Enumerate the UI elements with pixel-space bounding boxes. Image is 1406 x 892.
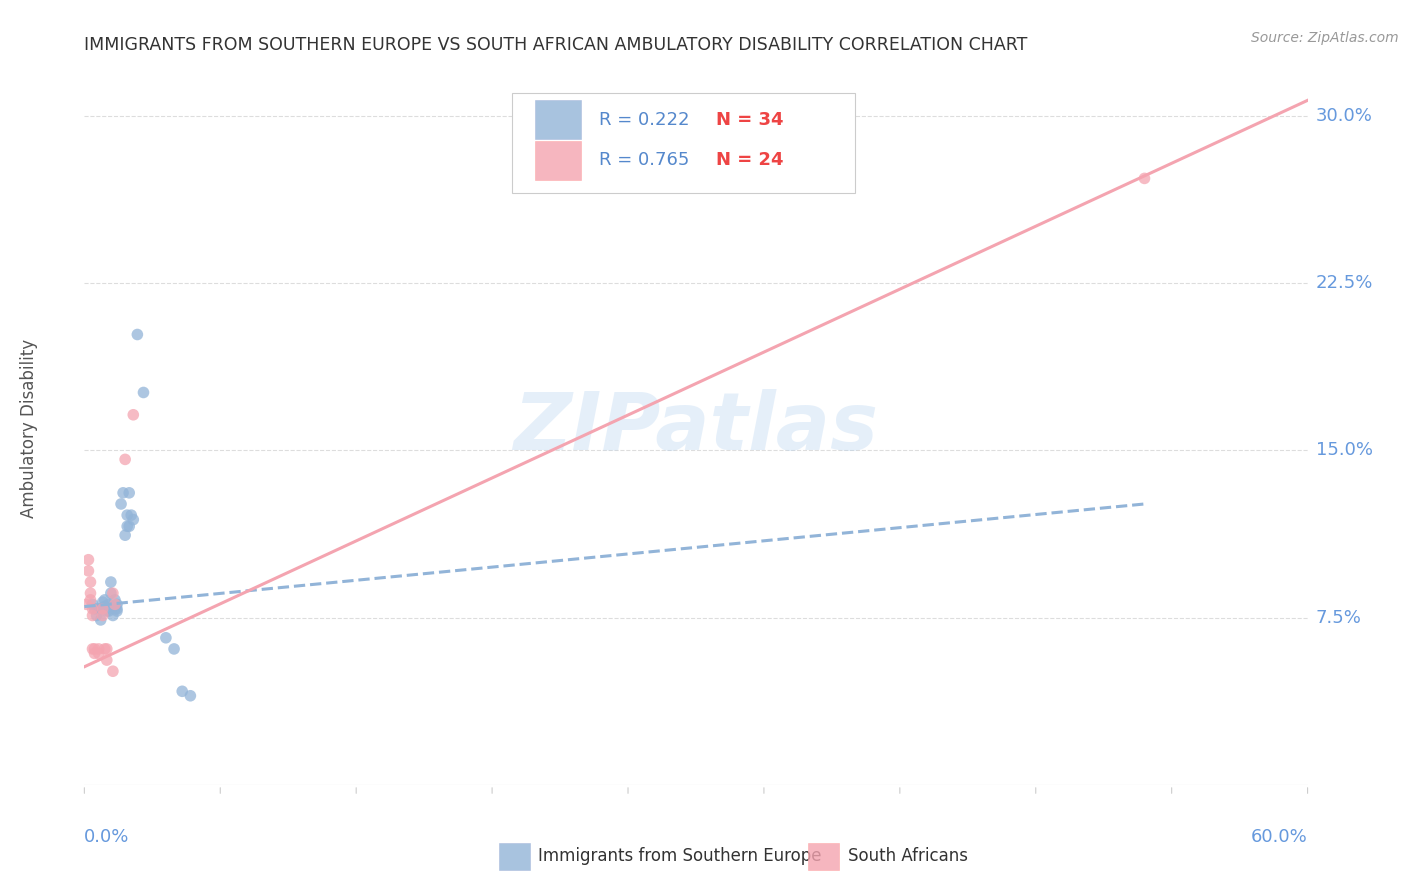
Text: South Africans: South Africans: [848, 847, 967, 865]
Text: 60.0%: 60.0%: [1251, 828, 1308, 846]
Point: [77, 552, 100, 567]
Text: Source: ZipAtlas.com: Source: ZipAtlas.com: [1251, 31, 1399, 45]
Point: [91, 601, 114, 615]
Point: [87, 646, 110, 660]
Point: [104, 601, 127, 615]
Point: [1133, 171, 1156, 186]
Point: [82, 608, 104, 623]
Text: Ambulatory Disability: Ambulatory Disability: [20, 339, 38, 517]
Text: 22.5%: 22.5%: [1316, 274, 1374, 293]
Point: [91, 595, 114, 609]
Point: [105, 601, 128, 615]
Point: [93, 642, 115, 657]
Point: [100, 574, 122, 589]
Point: [77, 564, 100, 578]
Point: [93, 599, 115, 614]
Point: [115, 508, 138, 523]
Point: [79, 586, 101, 600]
Point: [101, 608, 124, 623]
Point: [87, 601, 110, 615]
Point: [118, 485, 141, 500]
Point: [91, 608, 114, 623]
Point: [83, 642, 105, 657]
Text: 15.0%: 15.0%: [1316, 442, 1372, 459]
Point: [87, 642, 110, 657]
Point: [110, 497, 132, 511]
Point: [79, 574, 101, 589]
Point: [120, 508, 142, 523]
Point: [114, 528, 136, 542]
Text: 0.0%: 0.0%: [84, 828, 129, 846]
Point: [122, 408, 145, 422]
Text: IMMIGRANTS FROM SOUTHERN EUROPE VS SOUTH AFRICAN AMBULATORY DISABILITY CORRELATI: IMMIGRANTS FROM SOUTHERN EUROPE VS SOUTH…: [84, 36, 1028, 54]
Text: R = 0.765: R = 0.765: [599, 152, 690, 169]
Text: ZIPatlas: ZIPatlas: [513, 389, 879, 467]
Point: [127, 327, 149, 342]
Point: [91, 601, 114, 615]
Point: [86, 608, 108, 623]
FancyBboxPatch shape: [512, 93, 855, 193]
Point: [90, 613, 112, 627]
Text: Immigrants from Southern Europe: Immigrants from Southern Europe: [538, 847, 823, 865]
Point: [101, 664, 124, 679]
Point: [132, 385, 155, 400]
Point: [83, 601, 105, 615]
Text: N = 24: N = 24: [716, 152, 783, 169]
Point: [104, 592, 127, 607]
Point: [122, 512, 145, 526]
FancyBboxPatch shape: [534, 141, 581, 180]
Point: [115, 519, 138, 533]
FancyBboxPatch shape: [534, 100, 581, 139]
Point: [82, 598, 104, 612]
Point: [118, 519, 141, 533]
Point: [82, 642, 104, 657]
Point: [96, 653, 118, 667]
Point: [105, 604, 128, 618]
Point: [82, 601, 104, 615]
Text: R = 0.222: R = 0.222: [599, 111, 690, 128]
Point: [163, 642, 186, 657]
Point: [101, 586, 124, 600]
Point: [179, 689, 201, 703]
Point: [97, 598, 120, 612]
Point: [104, 598, 127, 612]
Point: [114, 452, 136, 467]
Text: 7.5%: 7.5%: [1316, 608, 1362, 627]
Point: [105, 598, 128, 612]
Point: [96, 642, 118, 657]
Text: N = 34: N = 34: [716, 111, 783, 128]
Text: 30.0%: 30.0%: [1316, 107, 1372, 125]
Point: [93, 592, 115, 607]
Point: [79, 592, 101, 607]
Point: [83, 646, 105, 660]
Point: [96, 604, 118, 618]
Point: [155, 631, 177, 645]
Point: [97, 604, 120, 618]
Point: [75, 598, 97, 612]
Point: [100, 586, 122, 600]
Point: [112, 485, 135, 500]
Point: [172, 684, 194, 698]
